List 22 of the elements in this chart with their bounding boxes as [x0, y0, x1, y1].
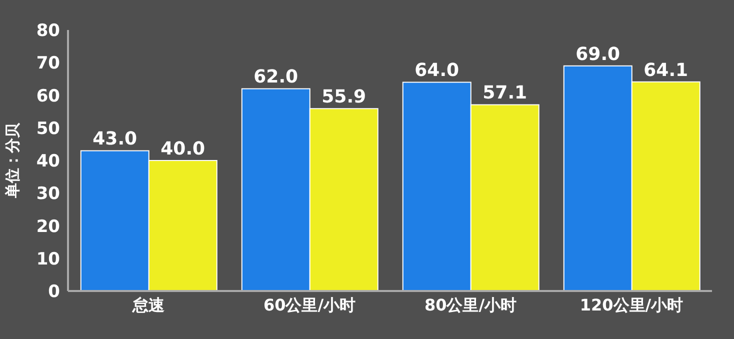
data-label: 40.0	[160, 138, 206, 160]
data-label: 64.1	[644, 60, 688, 81]
y-tick-label: 40	[36, 152, 60, 172]
x-tick-label: 怠速	[132, 295, 166, 314]
data-label: 69.0	[576, 44, 620, 65]
data-label: 43.0	[92, 128, 138, 150]
y-tick-label: 70	[36, 54, 60, 74]
data-label: 55.9	[322, 86, 366, 108]
y-tick-label: 60	[36, 86, 60, 106]
x-tick-label: 60公里/小时	[263, 295, 356, 314]
y-tick-label: 80	[36, 21, 60, 42]
y-axis-title: 单位：分贝	[3, 122, 22, 199]
x-tick-label: 80公里/小时	[424, 295, 517, 314]
y-tick-label: 10	[36, 249, 60, 270]
y-tick-label: 20	[36, 216, 60, 237]
y-tick-label: 50	[36, 118, 60, 139]
y-tick-label: 0	[48, 282, 60, 302]
data-label: 62.0	[254, 66, 298, 88]
data-label: 57.1	[482, 82, 528, 104]
data-label: 64.0	[414, 60, 460, 82]
y-tick-label: 30	[36, 184, 60, 204]
x-tick-label: 120公里/小时	[580, 295, 684, 314]
